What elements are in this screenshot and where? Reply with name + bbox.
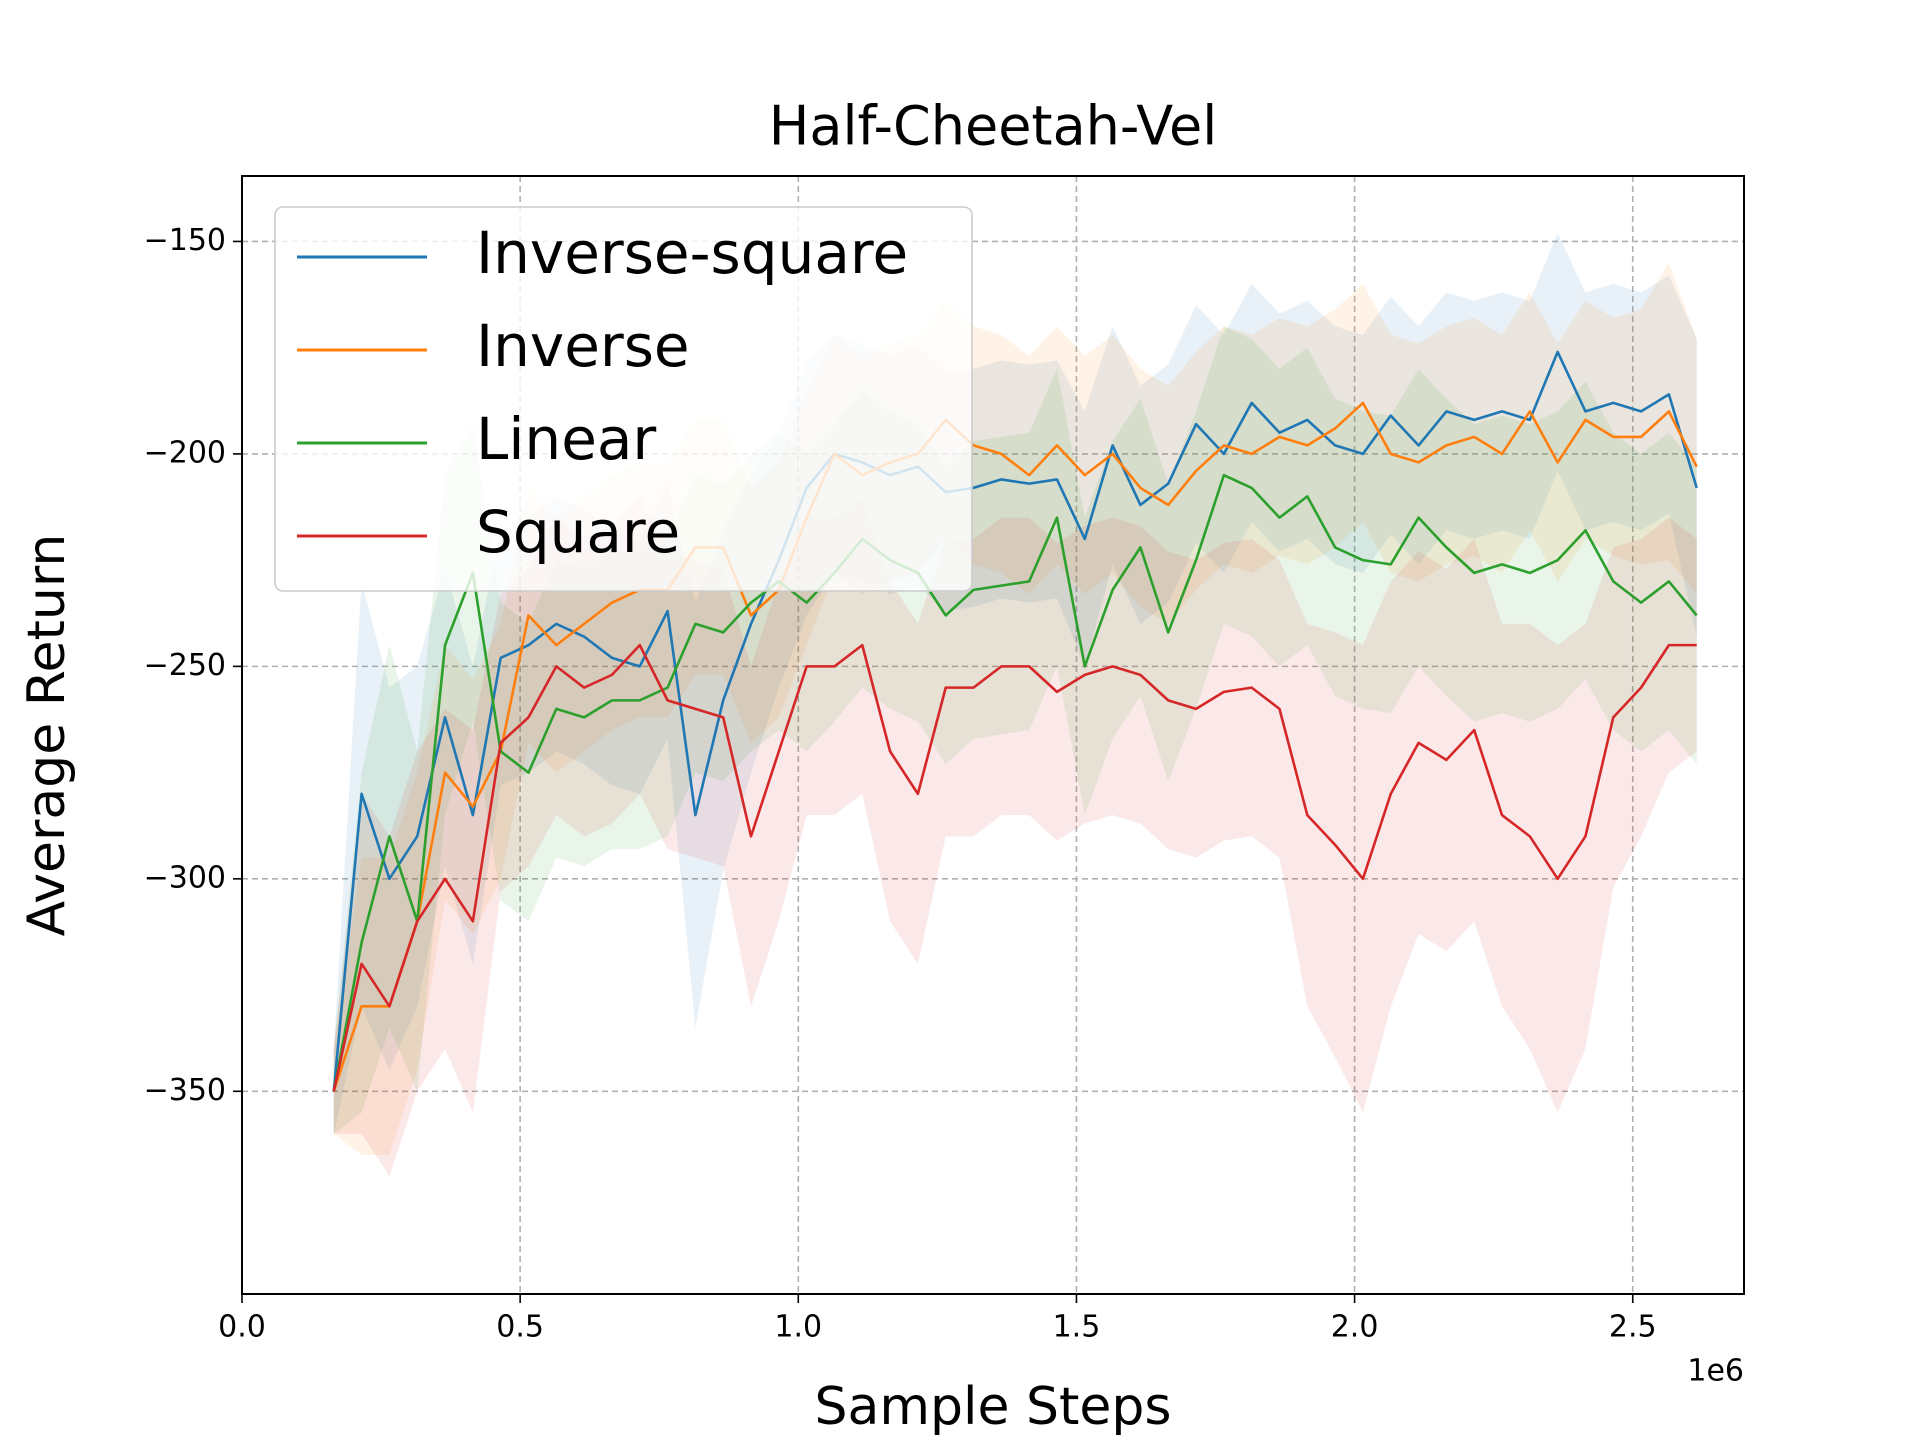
x-tick-label: 1.5 [1053, 1310, 1101, 1345]
x-tick-label: 2.0 [1331, 1310, 1379, 1345]
legend-label: Inverse-square [476, 219, 908, 287]
legend: Inverse-square Inverse Linear Square [274, 206, 973, 592]
legend-label: Inverse [476, 312, 690, 380]
y-tick-label: −150 [144, 223, 226, 258]
x-axis-label: Sample Steps [815, 1377, 1172, 1437]
y-tick-label: −200 [144, 435, 226, 470]
legend-frame [274, 206, 973, 592]
legend-label: Square [476, 498, 680, 566]
error-band [333, 232, 1697, 1134]
series-line [332, 473, 1698, 1092]
x-tick-label: 0.5 [496, 1310, 544, 1345]
series-line [332, 643, 1697, 1092]
y-axis-label: Average Return [17, 534, 77, 937]
y-tick-label: −250 [144, 648, 226, 683]
x-tick-label: 2.5 [1609, 1310, 1657, 1345]
x-offset-label: 1e6 [1687, 1354, 1744, 1389]
plot-area: 0.0 0.5 1.0 1.5 2.0 2.5 −350 −300 −250 −200 −150 In… [144, 175, 1745, 1345]
x-tick-label: 0.0 [218, 1310, 266, 1345]
legend-label: Linear [476, 405, 656, 473]
chart-title: Half-Cheetah-Vel [769, 95, 1217, 158]
y-tick-label: −300 [144, 860, 226, 895]
axes-frame [241, 175, 1745, 1295]
y-tick-label: −350 [144, 1073, 226, 1108]
series-line [332, 350, 1698, 1092]
x-tick-label: 1.0 [774, 1310, 822, 1345]
series-line [332, 401, 1698, 1092]
